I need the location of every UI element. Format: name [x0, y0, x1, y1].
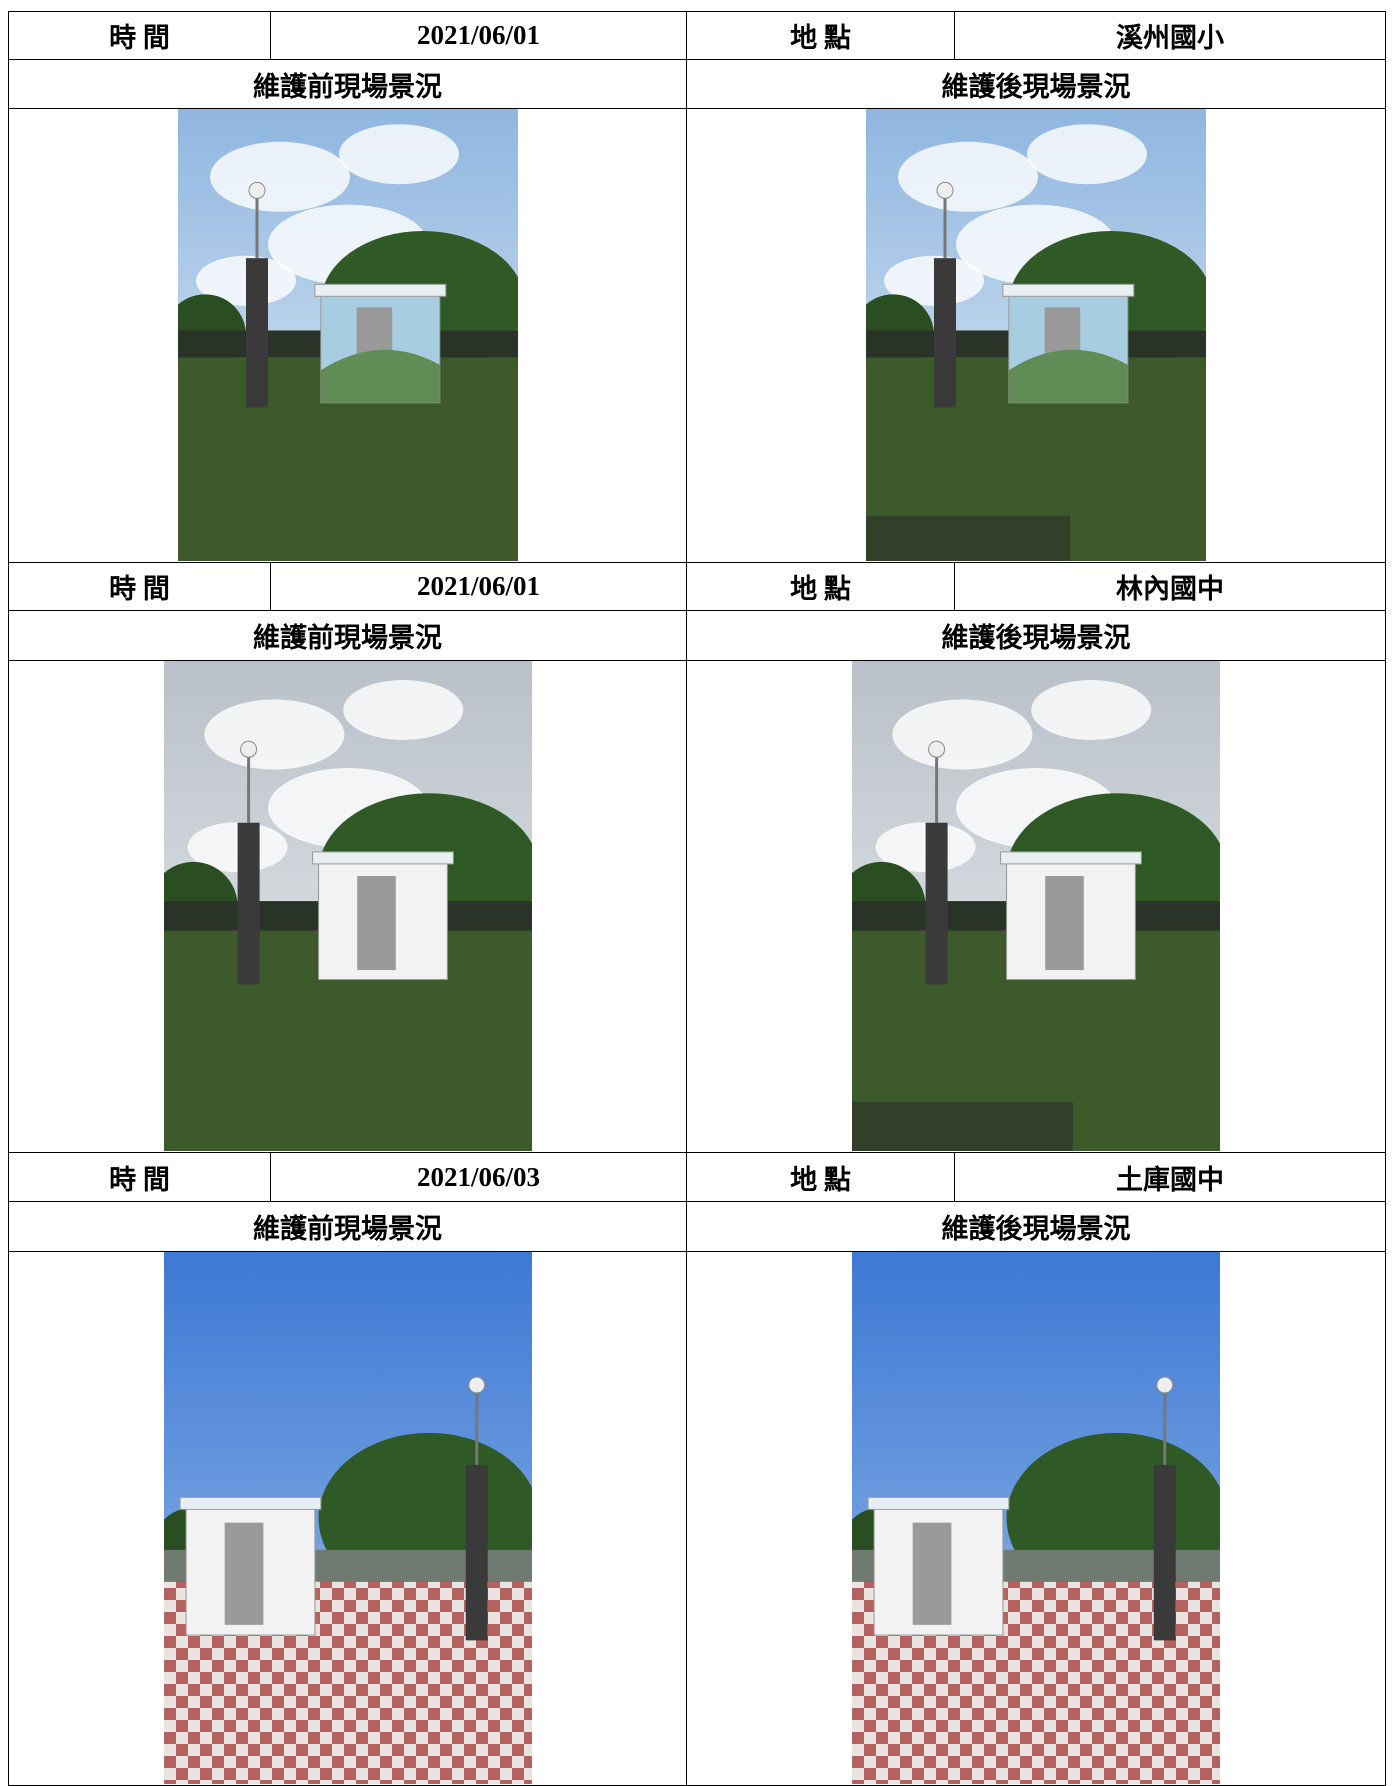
- location: 林內國中: [954, 562, 1386, 611]
- before-caption: 維護前現場景況: [8, 610, 687, 661]
- place-label: 地 點: [686, 11, 955, 60]
- date: 2021/06/01: [270, 562, 687, 611]
- location: 溪州國小: [954, 11, 1386, 60]
- time-label: 時 間: [8, 562, 271, 611]
- photo: [163, 1252, 532, 1784]
- after-photo-cell: [686, 108, 1386, 563]
- after-caption: 維護後現場景況: [686, 59, 1386, 109]
- before-caption: 維護前現場景況: [8, 1201, 687, 1252]
- before-caption: 維護前現場景況: [8, 59, 687, 109]
- after-photo-cell: [686, 1251, 1386, 1786]
- before-photo-cell: [8, 1251, 687, 1786]
- after-caption: 維護後現場景況: [686, 610, 1386, 661]
- photo: [852, 1252, 1220, 1784]
- after-photo-cell: [686, 660, 1386, 1153]
- photo: [177, 109, 518, 561]
- location: 土庫國中: [954, 1152, 1386, 1202]
- photo: [866, 109, 1206, 561]
- time-label: 時 間: [8, 11, 271, 60]
- date: 2021/06/03: [270, 1152, 687, 1202]
- photo: [163, 661, 532, 1151]
- photo: [852, 661, 1220, 1151]
- date: 2021/06/01: [270, 11, 687, 60]
- place-label: 地 點: [686, 1152, 955, 1202]
- before-photo-cell: [8, 108, 687, 563]
- before-photo-cell: [8, 660, 687, 1153]
- time-label: 時 間: [8, 1152, 271, 1202]
- after-caption: 維護後現場景況: [686, 1201, 1386, 1252]
- place-label: 地 點: [686, 562, 955, 611]
